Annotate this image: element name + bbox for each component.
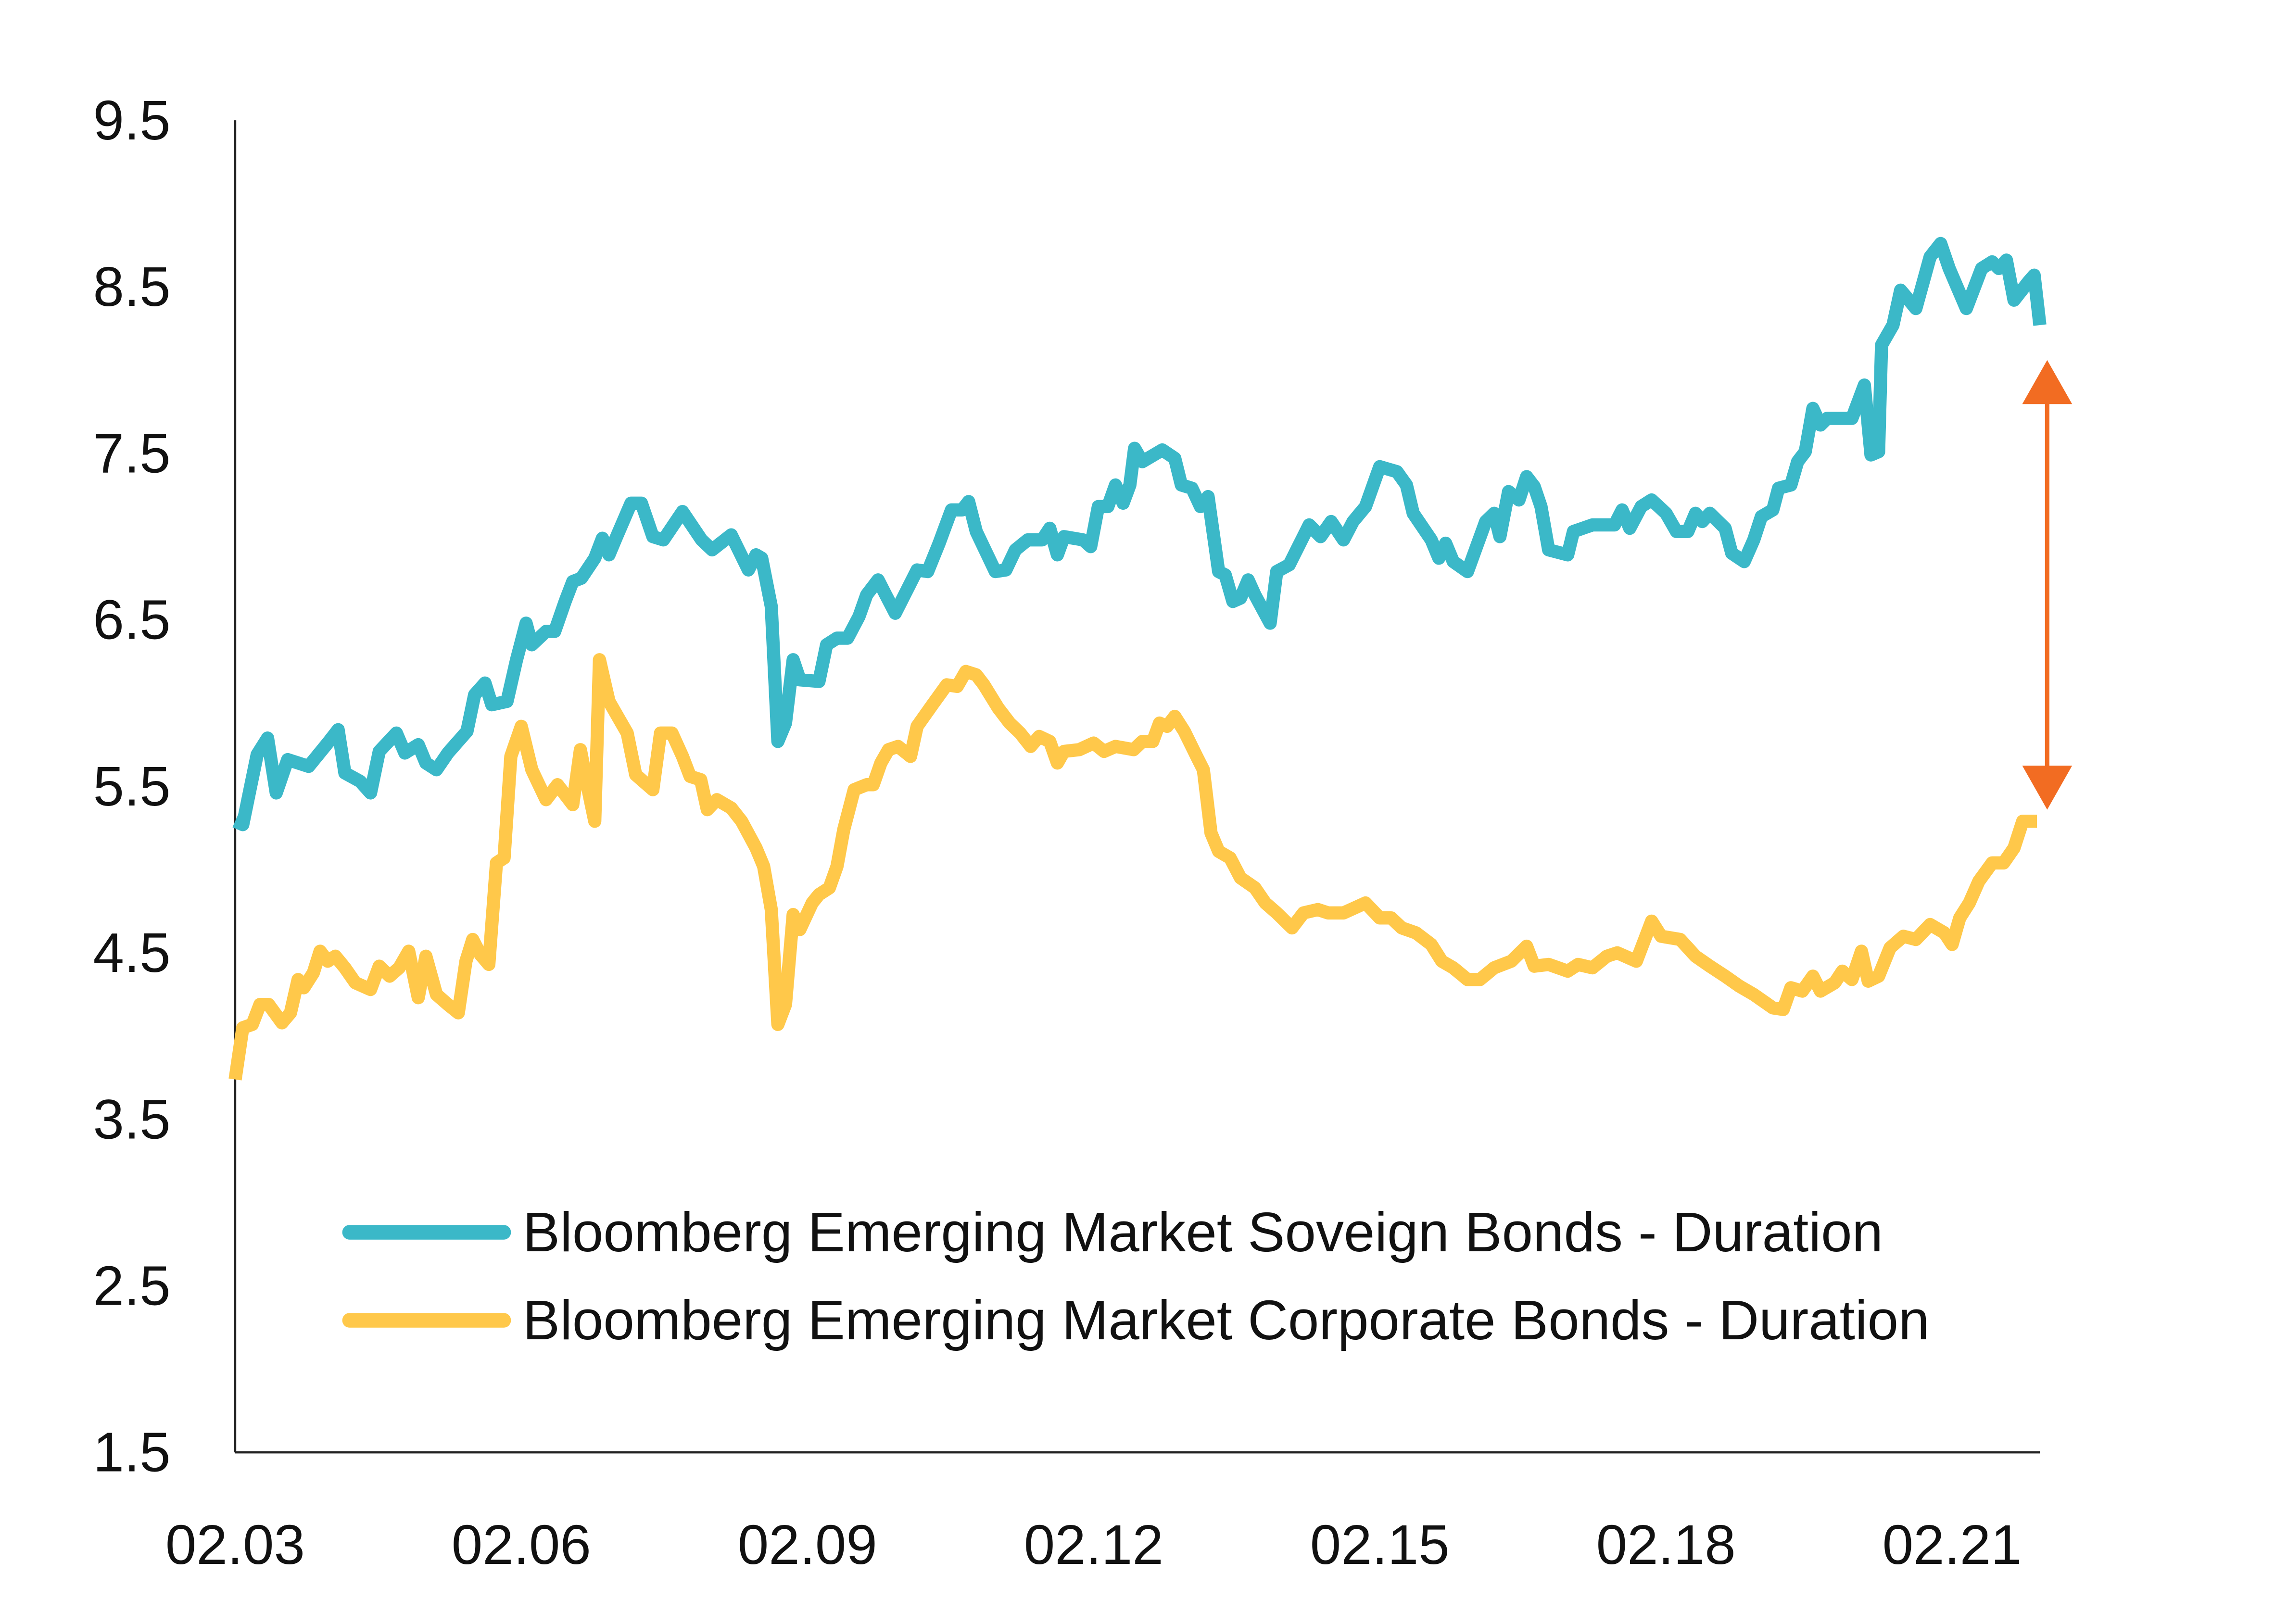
x-tick-label: 02.18 — [1596, 1513, 1736, 1576]
gap-arrow-up-head-icon — [2022, 360, 2073, 404]
sovereign-duration-line — [232, 237, 2047, 831]
x-tick-label: 02.03 — [165, 1513, 305, 1576]
y-tick-label: 2.5 — [93, 1254, 171, 1317]
x-tick-label: 02.21 — [1883, 1513, 2022, 1576]
legend-label-corporate: Bloomberg Emerging Market Corporate Bond… — [523, 1289, 1930, 1351]
y-tick-label: 3.5 — [93, 1088, 171, 1150]
x-tick-label: 02.15 — [1310, 1513, 1450, 1576]
y-tick-label: 9.5 — [93, 89, 171, 151]
y-tick-label: 4.5 — [93, 921, 171, 984]
y-tick-label: 1.5 — [93, 1421, 171, 1484]
x-tick-label: 02.12 — [1024, 1513, 1163, 1576]
y-tick-label: 7.5 — [93, 422, 171, 484]
gap-arrow-down-head-icon — [2022, 766, 2073, 810]
legend-label-sovereign: Bloomberg Emerging Market Soveign Bonds … — [523, 1201, 1883, 1263]
y-tick-label: 8.5 — [93, 255, 171, 318]
x-tick-label: 02.09 — [738, 1513, 877, 1576]
x-tick-label: 02.06 — [452, 1513, 591, 1576]
y-tick-label: 5.5 — [93, 755, 171, 818]
corporate-duration-line — [228, 653, 2037, 1081]
legend: Bloomberg Emerging Market Soveign Bonds … — [342, 1201, 1930, 1351]
y-tick-label: 6.5 — [93, 589, 171, 651]
